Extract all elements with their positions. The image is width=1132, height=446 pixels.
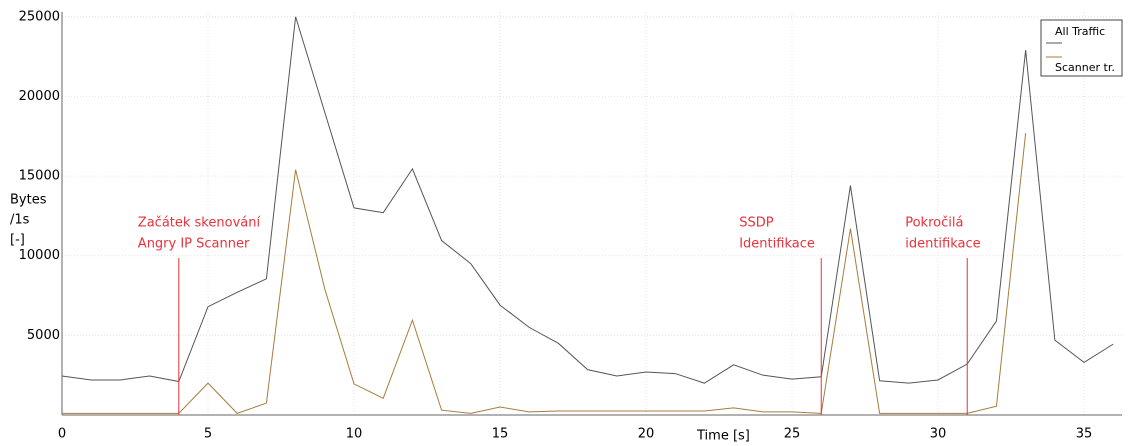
y-tick-label: 25000 [19, 9, 60, 24]
annotation-text: Identifikace [739, 237, 815, 252]
series-line [61, 16, 1114, 384]
legend-label: Scanner tr. [1055, 61, 1115, 74]
annotation-text: Angry IP Scanner [138, 237, 250, 252]
y-axis-label: [-] [10, 233, 25, 248]
x-axis-label: Time [s] [696, 429, 750, 444]
y-tick-label: 20000 [19, 89, 60, 104]
series-line [62, 133, 1027, 414]
y-tick-label: 15000 [19, 169, 60, 184]
x-tick-label: 5 [204, 427, 212, 442]
annotation-text: identifikace [905, 237, 980, 252]
x-tick-label: 10 [346, 427, 363, 442]
annotation-text: Pokročilá [905, 216, 963, 231]
x-tick-label: 30 [930, 427, 947, 442]
y-axis-label: /1s [10, 213, 30, 228]
annotation-text: Začátek skenování [138, 216, 261, 231]
x-tick-label: 25 [784, 427, 801, 442]
y-axis-label: Bytes [10, 193, 47, 208]
legend-box [1040, 19, 1123, 77]
x-tick-label: 15 [492, 427, 509, 442]
y-tick-label: 10000 [19, 248, 60, 263]
legend-label: All Traffic [1055, 25, 1105, 38]
annotation-text: SSDP [739, 216, 774, 231]
x-tick-label: 0 [58, 427, 66, 442]
y-tick-label: 5000 [27, 328, 60, 343]
x-tick-label: 20 [638, 427, 655, 442]
x-tick-label: 35 [1076, 427, 1093, 442]
